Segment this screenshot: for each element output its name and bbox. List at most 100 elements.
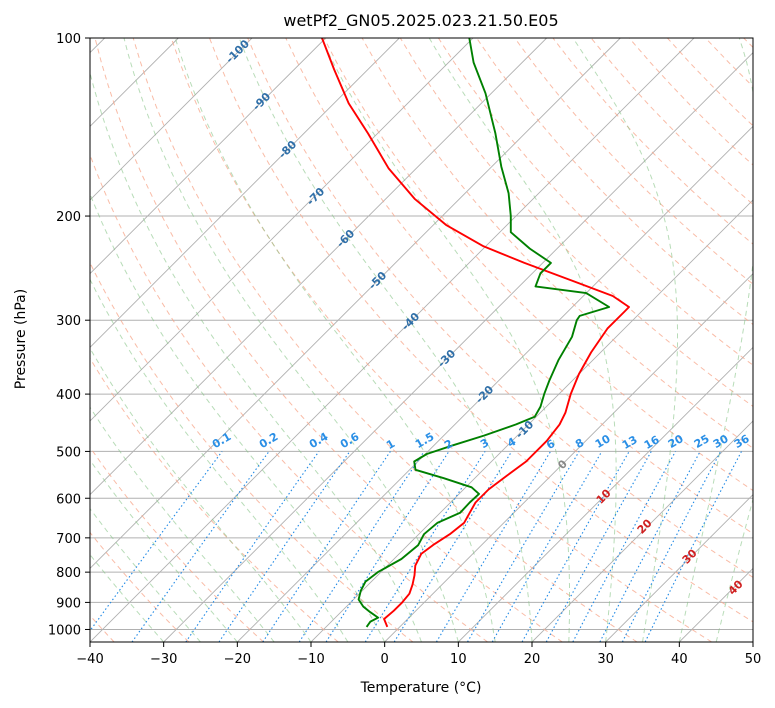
moist-adiabat-line [123,38,459,642]
x-tick-label: −40 [76,652,103,667]
y-tick-label: 1000 [48,623,81,638]
dry-adiabat-label: -10 [513,418,536,441]
isotherm-line [384,273,753,642]
x-tick-label: −30 [150,652,177,667]
y-tick-label: 700 [56,532,81,547]
sounding-profiles [321,38,630,628]
mixing-ratio-label: 1 [384,437,397,452]
y-axis-label: Pressure (hPa) [13,289,29,389]
moist-adiabat-line [90,507,201,642]
dry-adiabat-line [437,38,753,366]
y-tick-label: 200 [56,210,81,225]
mixing-ratio-label: 30 [711,432,731,451]
isotherm-line [237,125,753,642]
mixing-ratio-line [467,451,580,642]
dewpoint-profile-line [357,38,611,628]
moist-adiabat-line [90,278,349,642]
mixing-ratio-line [325,451,450,642]
isotherm-line [310,199,753,642]
isotherm-line [90,38,547,496]
mixing-ratio-line [545,451,652,642]
dry-adiabat-line [90,153,488,642]
mixing-ratio-line [218,451,351,642]
moist-adiabat-line [90,70,422,642]
x-tick-label: 40 [671,652,688,667]
y-tick-label: 900 [56,596,81,611]
moist-adiabat-line [90,459,238,642]
dry-adiabat-line [285,38,753,535]
dry-adiabat-line [247,38,753,578]
y-tick-label: 500 [56,445,81,460]
x-tick-label: 0 [381,652,389,667]
dry-adiabat-line [209,38,753,623]
x-tick-labels: −40 −30 −20 −10 0 10 20 30 40 50 [76,642,761,667]
isotherm-line [90,38,621,569]
isotherm-line [90,38,400,348]
moist-adiabat-line [238,38,533,642]
plot-frame [89,37,754,643]
y-tick-label: 800 [56,566,81,581]
y-tick-label: 600 [56,492,81,507]
mixing-ratio-line [262,451,391,642]
mixing-ratio-label: 0.4 [307,430,331,451]
isotherm-line [90,38,326,275]
dry-adiabat-line [590,38,753,206]
mixing-ratio-label: 4 [505,435,518,450]
isotherm-line [605,494,753,642]
background-lines [90,38,753,642]
y-tick-labels: 100 200 300 400 500 600 700 800 900 1000 [48,32,90,638]
mixing-ratio-line [621,451,722,642]
isotherm-line [90,38,253,201]
mixing-ratio-label: 25 [692,432,712,451]
y-tick-label: 100 [56,32,81,47]
dry-adiabat-line [170,38,712,642]
mixing-ratio-label: 8 [573,436,586,451]
dry-adiabat-label: 20 [635,516,655,536]
dry-adiabat-line [90,531,190,642]
mixing-ratio-label: 1.5 [413,430,436,451]
moist-adiabat-line [90,192,386,642]
dry-adiabat-label: 40 [726,577,746,597]
mixing-ratio-label: 13 [620,433,640,452]
dry-adiabat-line [705,38,753,88]
x-axis-label: Temperature (°C) [360,680,482,696]
dry-adiabat-label: 30 [680,546,700,566]
isotherm-line [163,52,753,642]
moist-adiabat-line [90,553,165,642]
moist-adiabat-line [320,38,570,642]
dry-adiabat-line [514,38,753,285]
mixing-ratio-label: 0.2 [257,430,280,451]
mixing-ratio-line [435,451,552,642]
x-tick-label: 10 [450,652,467,667]
x-tick-label: −20 [224,652,251,667]
dry-adiabat-line [90,261,414,642]
isotherm-line [458,346,753,642]
dry-adiabat-line [90,446,264,642]
moist-adiabat-line [90,347,312,642]
dry-adiabat-line [94,38,563,642]
mixing-ratio-label: 20 [666,432,686,451]
x-tick-label: 20 [524,652,541,667]
chart-title: wetPf2_GN05.2025.023.21.50.E05 [283,11,558,31]
mixing-ratio-line [131,451,270,642]
annotation-labels: -100-90-80-70-60-50-40-30-20-10010203040… [210,37,752,598]
dry-adiabat-line [743,38,753,49]
dry-adiabat-label: -100 [223,37,252,66]
mixing-ratio-line [298,451,425,642]
mixing-ratio-line [521,451,630,642]
isotherm-line [90,38,695,642]
isotherm-line [90,38,474,422]
mixing-ratio-label: 0.1 [210,430,233,451]
mixing-ratio-line [185,451,320,642]
dry-adiabat-line [90,357,339,642]
isotherm-line [752,641,753,642]
moist-adiabat-line [715,497,753,642]
x-tick-label: 30 [597,652,614,667]
mixing-ratio-line [644,451,742,642]
y-tick-label: 400 [56,388,81,403]
temperature-profile-line [321,38,630,628]
mixing-ratio-label: 3 [478,436,491,451]
mixing-ratio-label: 16 [642,433,662,452]
moist-adiabat-line [572,38,678,642]
